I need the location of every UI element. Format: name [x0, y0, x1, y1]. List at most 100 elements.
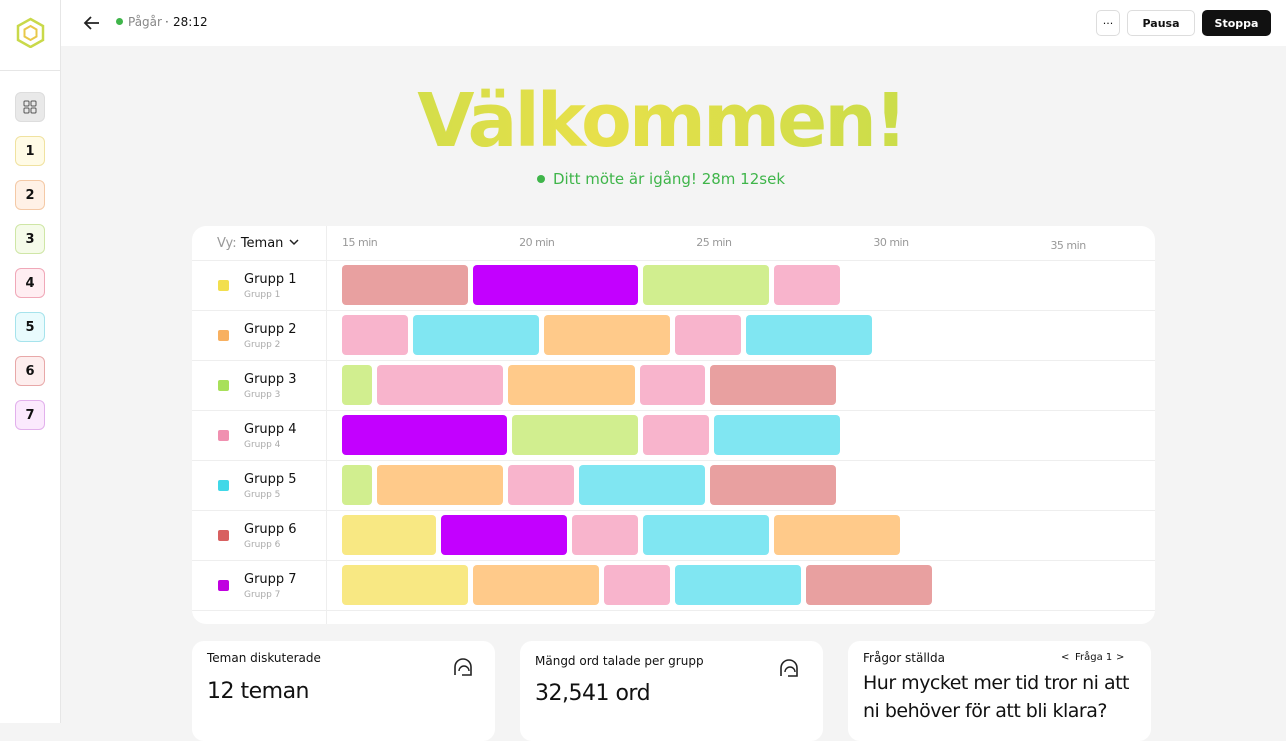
prev-question[interactable]: <: [1061, 652, 1070, 663]
card-title: Mängd ord talade per grupp: [535, 654, 704, 668]
group-name: Grupp 2: [244, 322, 297, 337]
topic-block[interactable]: [579, 465, 706, 505]
hero-title: Välkommen!: [0, 78, 1286, 164]
group-button[interactable]: 5: [15, 312, 45, 342]
topic-block[interactable]: [473, 565, 600, 605]
topic-block[interactable]: [543, 315, 670, 355]
row-divider: [192, 560, 1155, 561]
row-divider: [192, 260, 1155, 261]
group-name: Grupp 4: [244, 422, 297, 437]
group-subtitle: Grupp 7: [244, 590, 281, 600]
view-label: Vy:: [217, 236, 237, 251]
hero-subtitle: Ditt möte är igång! 28m 12sek: [0, 170, 1286, 188]
row-divider: [192, 460, 1155, 461]
overview-button[interactable]: [15, 92, 45, 122]
grid-icon: [23, 100, 37, 114]
group-swatch: [218, 480, 229, 491]
topic-block[interactable]: [674, 315, 741, 355]
group-subtitle: Grupp 2: [244, 340, 281, 350]
back-button[interactable]: [83, 14, 101, 32]
group-name: Grupp 1: [244, 272, 297, 287]
topics-card: Teman diskuterade 12 teman: [192, 641, 495, 741]
topic-block[interactable]: [710, 465, 837, 505]
group-subtitle: Grupp 5: [244, 490, 281, 500]
next-question[interactable]: >: [1116, 652, 1125, 663]
topic-block[interactable]: [377, 365, 504, 405]
topic-block[interactable]: [342, 465, 373, 505]
elapsed: 28:12: [173, 15, 208, 29]
group-swatch: [218, 430, 229, 441]
topic-block[interactable]: [643, 415, 709, 455]
separator: ·: [165, 15, 169, 29]
topic-block[interactable]: [508, 465, 575, 505]
topic-block[interactable]: [745, 315, 872, 355]
topic-block[interactable]: [342, 415, 508, 455]
group-button[interactable]: 3: [15, 224, 45, 254]
topic-block[interactable]: [774, 515, 901, 555]
x-tick-label: 20 min: [519, 236, 555, 249]
topic-block[interactable]: [512, 415, 639, 455]
pause-button[interactable]: Pausa: [1127, 10, 1195, 36]
group-name: Grupp 3: [244, 372, 297, 387]
topic-block[interactable]: [674, 565, 802, 605]
topic-block[interactable]: [342, 265, 469, 305]
topic-block[interactable]: [710, 365, 837, 405]
topic-block[interactable]: [806, 565, 933, 605]
question-nav: Fråga 1: [1075, 652, 1113, 663]
words-card: Mängd ord talade per grupp 32,541 ord: [520, 641, 823, 741]
group-subtitle: Grupp 6: [244, 540, 281, 550]
group-swatch: [218, 380, 229, 391]
chat-icon: [454, 658, 472, 676]
divider: [0, 70, 61, 71]
group-button[interactable]: 1: [15, 136, 45, 166]
row-divider: [192, 310, 1155, 311]
topic-block[interactable]: [639, 365, 706, 405]
topic-block[interactable]: [377, 465, 504, 505]
topic-block[interactable]: [572, 515, 639, 555]
group-name: Grupp 5: [244, 472, 297, 487]
x-tick-label: 30 min: [873, 236, 909, 249]
card-title: Frågor ställda: [863, 651, 945, 665]
group-subtitle: Grupp 1: [244, 290, 281, 300]
card-title: Teman diskuterade: [207, 651, 321, 665]
x-tick-label: 35 min: [1050, 239, 1086, 252]
group-swatch: [218, 580, 229, 591]
status-dot: [116, 18, 123, 25]
topic-block[interactable]: [774, 265, 840, 305]
chat-icon: [780, 659, 798, 677]
topic-block[interactable]: [342, 565, 469, 605]
topic-block[interactable]: [412, 315, 539, 355]
topic-block[interactable]: [441, 515, 568, 555]
group-swatch: [218, 330, 229, 341]
x-tick-label: 25 min: [696, 236, 732, 249]
live-dot: [536, 175, 545, 183]
topic-block[interactable]: [643, 265, 770, 305]
logo[interactable]: [15, 17, 46, 48]
topic-block[interactable]: [342, 515, 437, 555]
topic-block[interactable]: [342, 365, 373, 405]
group-button[interactable]: 4: [15, 268, 45, 298]
group-button[interactable]: 7: [15, 400, 45, 430]
timeline: Vy: Teman 15 min 20 min 25 min 30 min 35 min…: [192, 226, 1155, 624]
topic-block[interactable]: [604, 565, 670, 605]
stop-button[interactable]: Stoppa: [1202, 10, 1271, 36]
group-button[interactable]: 6: [15, 356, 45, 386]
more-button[interactable]: ···: [1096, 10, 1120, 36]
sidebar: 1 2 3 4 5 6 7: [0, 0, 61, 723]
group-swatch: [218, 530, 229, 541]
card-value: 32,541 ord: [535, 681, 651, 706]
topic-block[interactable]: [342, 315, 408, 355]
topic-block[interactable]: [473, 265, 639, 305]
card-value: 12 teman: [207, 679, 310, 704]
group-name: Grupp 6: [244, 522, 297, 537]
topic-block[interactable]: [508, 365, 635, 405]
view-value: Teman: [240, 236, 284, 251]
group-subtitle: Grupp 4: [244, 440, 281, 450]
group-subtitle: Grupp 3: [244, 390, 281, 400]
group-button[interactable]: 2: [15, 180, 45, 210]
topic-block[interactable]: [643, 515, 770, 555]
topic-block[interactable]: [713, 415, 840, 455]
group-name: Grupp 7: [244, 572, 297, 587]
view-selector[interactable]: Vy: Teman: [217, 236, 300, 251]
